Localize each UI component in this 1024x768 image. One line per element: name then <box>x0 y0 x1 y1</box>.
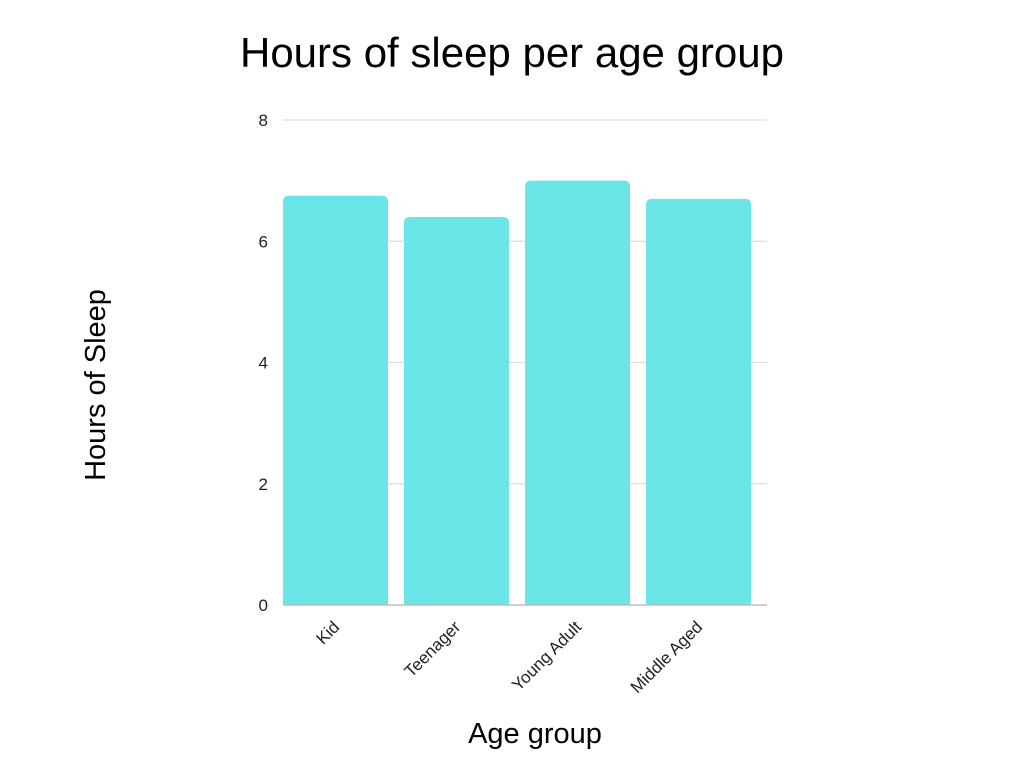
x-tick-labels: Kid Teenager Young Adult Middle Aged <box>313 617 707 697</box>
bar <box>525 180 630 605</box>
bar <box>404 217 509 605</box>
y-tick-label: 6 <box>259 232 268 251</box>
bar <box>646 198 751 605</box>
bars <box>283 180 751 605</box>
x-tick-label: Kid <box>313 617 344 648</box>
y-tick-label: 2 <box>259 475 268 494</box>
chart-title: Hours of sleep per age group <box>240 29 784 76</box>
y-tick-label: 4 <box>259 354 268 373</box>
x-tick-label: Young Adult <box>508 617 585 694</box>
bar <box>283 195 388 605</box>
x-axis-title: Age group <box>468 718 602 750</box>
y-axis-title: Hours of Sleep <box>80 289 112 481</box>
y-tick-label: 8 <box>259 111 268 130</box>
y-tick-label: 0 <box>259 596 268 615</box>
y-tick-labels: 0 2 4 6 8 <box>259 111 268 615</box>
x-tick-label: Middle Aged <box>627 617 707 697</box>
x-tick-label: Teenager <box>401 617 465 681</box>
